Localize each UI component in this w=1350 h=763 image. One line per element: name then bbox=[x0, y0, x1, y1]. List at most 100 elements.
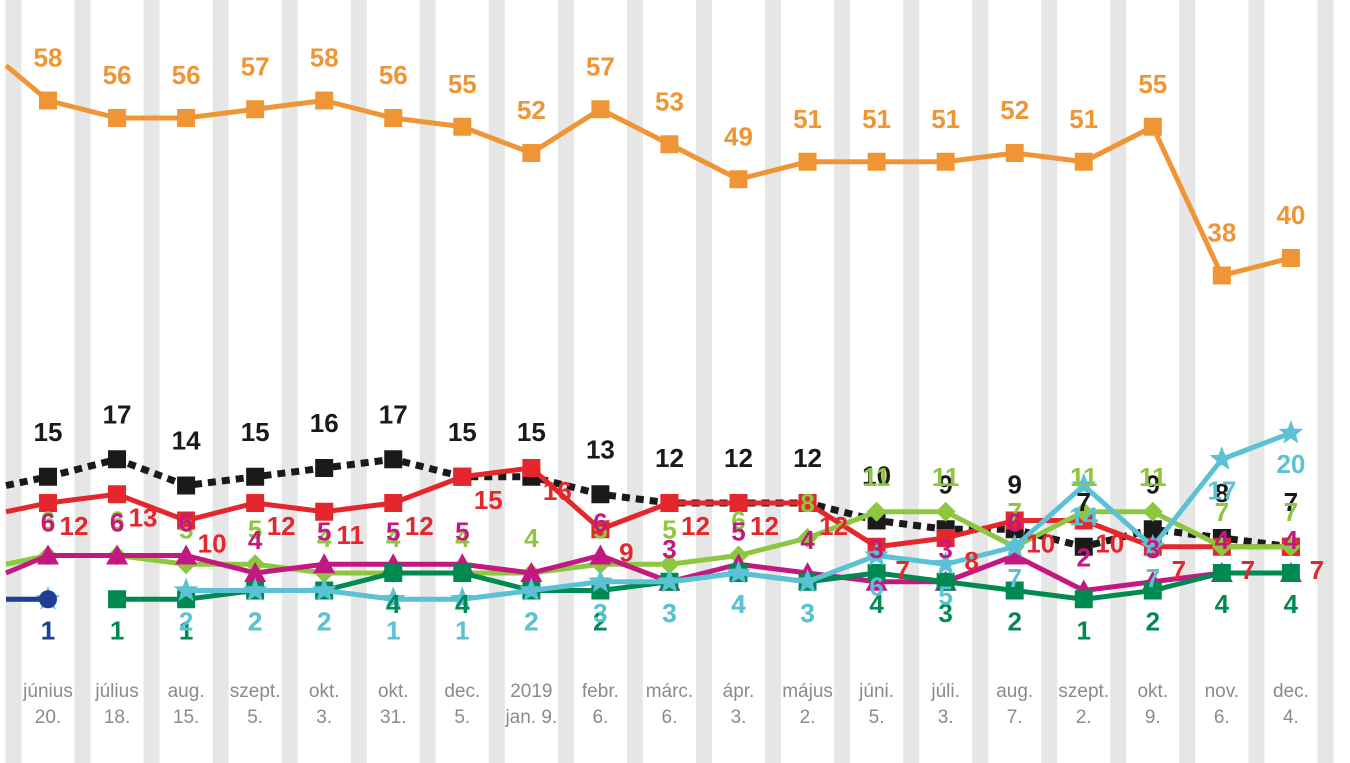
series-navy bbox=[6, 590, 57, 609]
magenta-data-label: 2 bbox=[1077, 543, 1091, 573]
darkgreen-data-label: 2 bbox=[1146, 607, 1160, 637]
orange-marker bbox=[660, 135, 679, 154]
cyan-marker bbox=[1140, 533, 1166, 558]
x-axis-ticks: június 20. július 18. aug. 15. szept. 5. okt. 3. o… bbox=[22, 681, 1309, 728]
cyan-data-label: 2 bbox=[524, 607, 538, 637]
black-marker bbox=[315, 459, 334, 477]
cyan-marker bbox=[519, 577, 544, 601]
red-marker bbox=[384, 494, 403, 512]
x-tick-label: febr. 6. bbox=[582, 681, 619, 728]
black-marker bbox=[246, 467, 265, 486]
black-data-label: 16 bbox=[310, 408, 339, 438]
black-marker bbox=[108, 450, 127, 469]
red-data-label: 12 bbox=[267, 511, 296, 541]
x-tick-label: aug. 15. bbox=[168, 681, 205, 728]
red-data-label: 7 bbox=[1310, 555, 1324, 585]
green-data-label: 6 bbox=[110, 506, 124, 536]
black-data-label: 10 bbox=[862, 461, 891, 491]
cyan-marker bbox=[311, 577, 337, 601]
darkgreen-data-label: 2 bbox=[317, 607, 331, 637]
red-data-label: 7 bbox=[895, 555, 909, 585]
red-marker bbox=[798, 494, 817, 512]
magenta-marker bbox=[37, 544, 59, 565]
magenta-marker bbox=[244, 562, 267, 582]
stripe bbox=[834, 0, 851, 763]
cyan-marker bbox=[588, 568, 613, 593]
green-marker bbox=[1073, 501, 1094, 522]
orange-marker bbox=[1143, 117, 1162, 136]
red-data-label: 12 bbox=[819, 511, 848, 541]
x-tick-label: okt. 9. bbox=[1137, 681, 1168, 728]
x-tick-label: ápr. 3. bbox=[723, 681, 755, 728]
orange-data-label: 57 bbox=[241, 51, 270, 81]
stripe bbox=[350, 0, 367, 763]
black-line bbox=[5, 455, 1292, 551]
cyan-data-label: 4 bbox=[731, 589, 746, 619]
black-data-label: 9 bbox=[938, 469, 952, 499]
green-data-label: 11 bbox=[1139, 462, 1167, 492]
darkgreen-marker bbox=[108, 590, 127, 609]
darkgreen-marker bbox=[936, 572, 955, 591]
orange-data-label: 38 bbox=[1207, 218, 1236, 248]
black-data-label: 13 bbox=[586, 434, 615, 464]
black-data-label: 12 bbox=[655, 443, 684, 473]
stripe bbox=[1179, 0, 1196, 763]
red-data-label: 10 bbox=[198, 529, 227, 559]
green-marker bbox=[935, 501, 956, 522]
magenta-data-label: 4 bbox=[1215, 525, 1230, 555]
orange-marker bbox=[384, 109, 403, 127]
red-marker bbox=[729, 494, 748, 512]
magenta-data-label: 4 bbox=[800, 525, 815, 555]
black-data-label: 12 bbox=[793, 443, 822, 473]
magenta-data-label: 3 bbox=[938, 534, 952, 564]
stripe bbox=[1110, 0, 1127, 763]
orange-data-label: 51 bbox=[931, 104, 960, 134]
red-marker bbox=[1005, 511, 1024, 530]
black-data-label: 9 bbox=[1146, 469, 1160, 499]
red-marker bbox=[39, 494, 57, 512]
darkgreen-data-label: 1 bbox=[1077, 615, 1091, 645]
stripe bbox=[281, 0, 298, 763]
magenta-data-label: 4 bbox=[1284, 525, 1299, 555]
cyan-data-label: 14 bbox=[1069, 502, 1098, 532]
green-data-label: 4 bbox=[455, 523, 470, 553]
magenta-marker bbox=[520, 562, 543, 582]
cyan-data-label: 5 bbox=[938, 580, 952, 610]
stripe bbox=[488, 0, 505, 763]
magenta-marker bbox=[1003, 544, 1026, 565]
orange-data-label: 58 bbox=[310, 43, 339, 73]
cyan-marker bbox=[449, 586, 475, 610]
red-marker bbox=[660, 494, 679, 512]
cyan-marker bbox=[864, 542, 889, 566]
black-data-label: 15 bbox=[448, 417, 477, 447]
darkgreen-marker bbox=[1143, 581, 1162, 600]
cyan-data-label: 7 bbox=[1146, 563, 1160, 593]
green-data-label: 6 bbox=[731, 506, 745, 536]
red-line bbox=[5, 465, 1291, 550]
green-data-label: 7 bbox=[1284, 497, 1298, 527]
stripe bbox=[695, 0, 712, 763]
x-tick-label: szept. 2. bbox=[1058, 681, 1109, 728]
red-data-label: 10 bbox=[1026, 529, 1055, 559]
black-data-label: 15 bbox=[34, 417, 63, 447]
red-data-label: 12 bbox=[405, 511, 434, 541]
stripe bbox=[765, 0, 782, 763]
magenta-marker bbox=[175, 544, 198, 565]
orange-marker bbox=[39, 91, 57, 110]
black-marker bbox=[1143, 520, 1162, 539]
series-orange bbox=[4, 63, 1300, 285]
magenta-data-label: 6 bbox=[41, 508, 55, 538]
darkgreen-data-label: 4 bbox=[869, 589, 884, 619]
navy-data-label: 1 bbox=[41, 615, 55, 645]
x-tick-label: júni. 5. bbox=[858, 681, 894, 728]
red-data-label: 13 bbox=[129, 502, 158, 532]
magenta-data-label: 5 bbox=[731, 516, 745, 546]
orange-marker bbox=[591, 100, 610, 119]
cyan-data-label: 7 bbox=[1007, 563, 1021, 593]
cyan-data-label: 3 bbox=[800, 598, 814, 628]
black-marker bbox=[591, 485, 610, 504]
x-tick-label: nov. 6. bbox=[1205, 681, 1240, 728]
red-marker bbox=[108, 485, 127, 504]
orange-data-label: 55 bbox=[448, 69, 477, 99]
